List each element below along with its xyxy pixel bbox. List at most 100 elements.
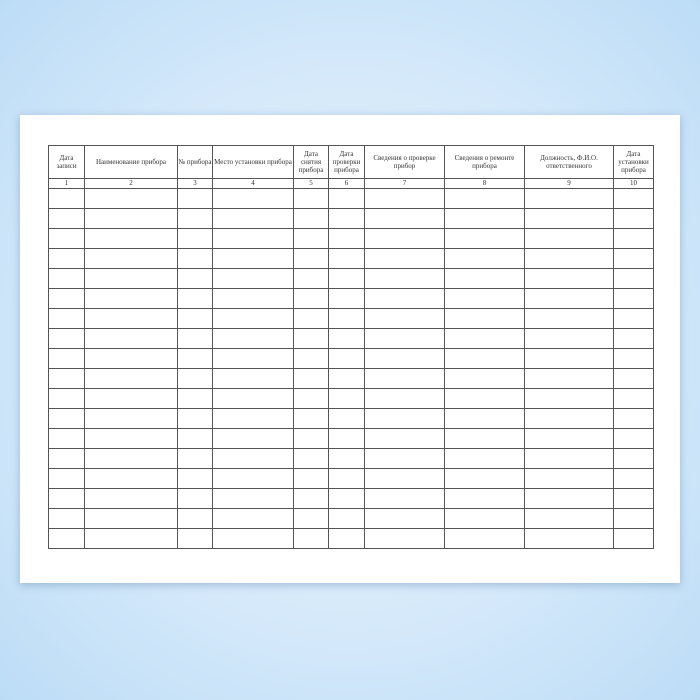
table-cell[interactable] [177,328,213,349]
table-cell[interactable] [613,508,654,529]
table-cell[interactable] [212,468,294,489]
table-cell[interactable] [48,188,85,209]
table-cell[interactable] [84,268,178,289]
table-cell[interactable] [212,428,294,449]
table-cell[interactable] [212,408,294,429]
table-cell[interactable] [444,188,525,209]
table-cell[interactable] [48,328,85,349]
table-cell[interactable] [444,248,525,269]
table-cell[interactable] [364,448,445,469]
table-cell[interactable] [364,368,445,389]
table-cell[interactable] [84,448,178,469]
table-cell[interactable] [212,308,294,329]
table-cell[interactable] [524,268,614,289]
table-cell[interactable] [177,348,213,369]
table-cell[interactable] [48,268,85,289]
table-cell[interactable] [444,468,525,489]
table-cell[interactable] [613,188,654,209]
table-cell[interactable] [177,248,213,269]
table-cell[interactable] [613,408,654,429]
table-cell[interactable] [177,508,213,529]
table-cell[interactable] [84,368,178,389]
table-cell[interactable] [84,488,178,509]
table-cell[interactable] [364,528,445,549]
table-cell[interactable] [613,428,654,449]
table-cell[interactable] [364,188,445,209]
table-cell[interactable] [48,468,85,489]
table-cell[interactable] [48,248,85,269]
table-cell[interactable] [293,388,329,409]
table-cell[interactable] [524,328,614,349]
table-cell[interactable] [364,208,445,229]
table-cell[interactable] [293,288,329,309]
table-cell[interactable] [364,248,445,269]
table-cell[interactable] [328,308,365,329]
table-cell[interactable] [48,428,85,449]
table-cell[interactable] [613,448,654,469]
table-cell[interactable] [444,528,525,549]
table-cell[interactable] [212,248,294,269]
table-cell[interactable] [84,408,178,429]
table-cell[interactable] [364,428,445,449]
table-cell[interactable] [48,408,85,429]
table-cell[interactable] [293,228,329,249]
table-cell[interactable] [212,348,294,369]
table-cell[interactable] [48,368,85,389]
table-cell[interactable] [364,288,445,309]
table-cell[interactable] [328,288,365,309]
table-cell[interactable] [364,468,445,489]
table-cell[interactable] [524,248,614,269]
table-cell[interactable] [177,208,213,229]
table-cell[interactable] [293,468,329,489]
table-cell[interactable] [48,448,85,469]
table-cell[interactable] [444,208,525,229]
table-cell[interactable] [613,528,654,549]
table-cell[interactable] [212,508,294,529]
table-cell[interactable] [613,268,654,289]
table-cell[interactable] [177,408,213,429]
table-cell[interactable] [48,288,85,309]
table-cell[interactable] [613,468,654,489]
table-cell[interactable] [524,448,614,469]
table-cell[interactable] [84,288,178,309]
table-cell[interactable] [293,308,329,329]
table-cell[interactable] [524,388,614,409]
table-cell[interactable] [293,208,329,229]
table-cell[interactable] [84,308,178,329]
table-cell[interactable] [84,188,178,209]
table-cell[interactable] [524,288,614,309]
table-cell[interactable] [48,508,85,529]
table-cell[interactable] [212,188,294,209]
table-cell[interactable] [524,308,614,329]
table-cell[interactable] [613,308,654,329]
table-cell[interactable] [444,348,525,369]
table-cell[interactable] [613,228,654,249]
table-cell[interactable] [328,468,365,489]
table-cell[interactable] [328,368,365,389]
table-cell[interactable] [48,528,85,549]
table-cell[interactable] [84,388,178,409]
table-cell[interactable] [177,308,213,329]
table-cell[interactable] [212,488,294,509]
table-cell[interactable] [613,348,654,369]
table-cell[interactable] [444,508,525,529]
table-cell[interactable] [444,288,525,309]
table-cell[interactable] [364,348,445,369]
table-cell[interactable] [212,288,294,309]
table-cell[interactable] [84,248,178,269]
table-cell[interactable] [328,488,365,509]
table-cell[interactable] [328,508,365,529]
table-cell[interactable] [212,208,294,229]
table-cell[interactable] [177,188,213,209]
table-cell[interactable] [328,188,365,209]
table-cell[interactable] [364,488,445,509]
table-cell[interactable] [48,388,85,409]
table-cell[interactable] [212,448,294,469]
table-cell[interactable] [212,228,294,249]
table-cell[interactable] [328,248,365,269]
table-cell[interactable] [177,268,213,289]
table-cell[interactable] [84,228,178,249]
table-cell[interactable] [613,208,654,229]
table-cell[interactable] [177,288,213,309]
table-cell[interactable] [328,208,365,229]
